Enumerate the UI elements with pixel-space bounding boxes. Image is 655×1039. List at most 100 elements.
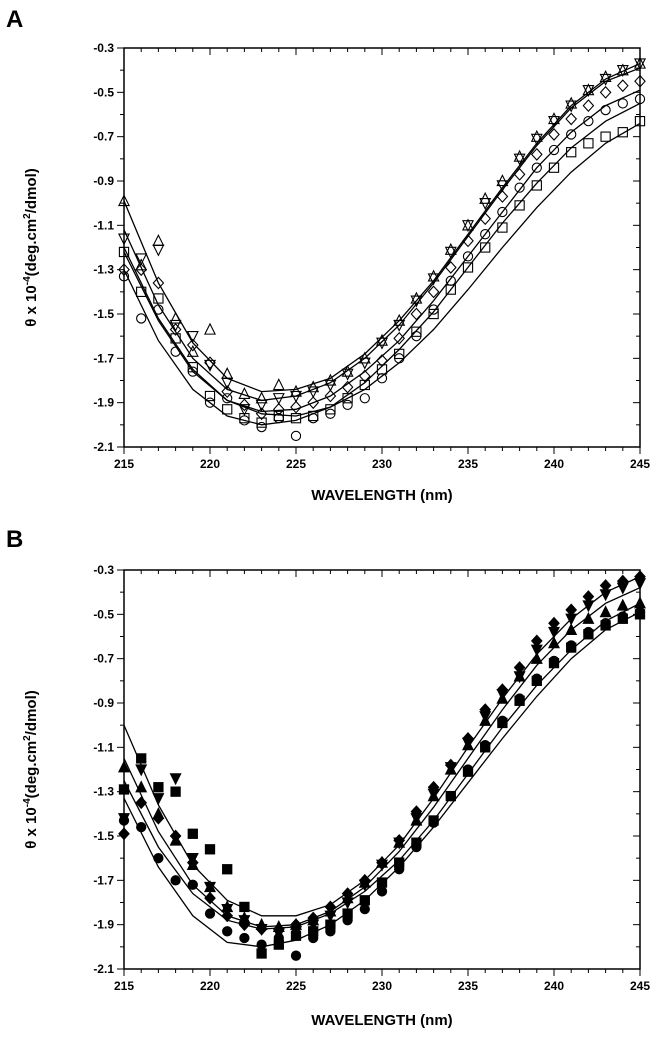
data-point-square [359, 895, 370, 906]
series-diamond [118, 74, 646, 421]
data-point-circle [256, 939, 267, 950]
data-point-diamond [599, 579, 612, 592]
data-point-triangle-down [169, 773, 182, 786]
data-point-square [359, 379, 370, 391]
data-point-square [445, 284, 456, 295]
data-point-triangle-down [255, 399, 268, 412]
data-point-diamond [221, 385, 234, 399]
data-point-triangle-down [341, 368, 354, 381]
y-tick-label: -1.5 [93, 307, 114, 321]
data-point-square [170, 333, 181, 344]
data-point-triangle-down [186, 331, 199, 343]
data-point-diamond [634, 74, 646, 88]
data-point-triangle-down [135, 253, 148, 266]
data-point-triangle-up [376, 333, 388, 346]
data-point-circle [359, 393, 370, 404]
data-point-triangle-up [118, 194, 130, 207]
data-point-diamond [358, 873, 371, 887]
data-point-triangle-down [616, 65, 629, 77]
data-point-circle [600, 104, 611, 116]
data-point-diamond [565, 603, 578, 617]
data-point-diamond [135, 263, 148, 277]
y-tick-label: -1.1 [93, 218, 114, 232]
data-point-triangle-down [135, 764, 148, 777]
data-point-square [222, 404, 233, 415]
data-point-circle [136, 313, 147, 324]
data-point-triangle-up [565, 96, 578, 109]
data-point-triangle-up [186, 344, 199, 357]
data-point-diamond [118, 263, 130, 277]
data-point-diamond [186, 338, 199, 352]
data-point-triangle-down [118, 233, 130, 246]
data-point-square [290, 413, 302, 424]
series-circle [118, 93, 646, 442]
data-point-square [428, 815, 439, 826]
data-point-square [239, 901, 250, 913]
data-point-square [187, 362, 198, 373]
data-point-square [480, 242, 491, 253]
y-tick-label: -1.7 [93, 351, 114, 365]
data-point-diamond [427, 285, 440, 299]
data-point-triangle-down [496, 180, 509, 193]
data-point-square [428, 308, 439, 320]
data-point-diamond [410, 805, 423, 819]
x-tick-label: 225 [286, 979, 306, 993]
data-point-square [153, 782, 164, 793]
data-point-square [411, 837, 422, 848]
x-tick-label: 245 [630, 979, 650, 993]
data-point-triangle-up [152, 234, 165, 246]
data-point-triangle-up [599, 69, 612, 82]
fit-curve [123, 122, 641, 417]
data-point-diamond [341, 380, 354, 394]
data-point-square [136, 286, 147, 297]
panel-label-a: A [6, 6, 24, 33]
data-point-square [256, 417, 267, 428]
data-point-triangle-down [530, 133, 543, 146]
y-tick-label: -0.5 [93, 607, 114, 621]
data-point-diamond [376, 354, 388, 367]
data-point-triangle-down [221, 377, 234, 390]
data-point-diamond [634, 570, 646, 584]
data-point-square [548, 657, 560, 669]
x-tick-label: 245 [630, 457, 650, 471]
data-point-triangle-up [169, 311, 182, 324]
data-point-square [583, 629, 594, 640]
data-point-square [187, 828, 198, 839]
data-point-square [617, 613, 628, 624]
data-point-circle [170, 875, 181, 886]
series-triangle-up [118, 56, 646, 404]
data-point-square [204, 390, 216, 402]
data-point-triangle-down [634, 58, 646, 71]
data-point-circle [204, 908, 216, 919]
data-point-triangle-down [410, 295, 423, 308]
data-point-triangle-up [410, 291, 423, 304]
data-point-triangle-down [599, 73, 612, 86]
data-point-triangle-up [616, 598, 629, 611]
y-tick-label: -1.3 [93, 785, 114, 799]
data-point-diamond [582, 590, 595, 604]
data-point-triangle-down [393, 319, 406, 332]
data-point-diamond [290, 400, 302, 414]
data-point-circle [376, 886, 388, 897]
y-tick-label: -1.5 [93, 829, 114, 843]
data-point-triangle-up [634, 596, 646, 609]
y-tick-label: -0.5 [93, 85, 114, 99]
data-point-square [376, 877, 388, 888]
fit-curve [123, 67, 641, 402]
data-point-diamond [307, 396, 320, 410]
data-point-circle [462, 251, 474, 262]
data-point-triangle-down [152, 793, 165, 806]
data-point-diamond [616, 574, 629, 588]
data-point-square [445, 790, 456, 802]
data-point-diamond [444, 261, 457, 274]
data-point-square [497, 222, 508, 233]
data-point-triangle-down [307, 386, 320, 399]
data-point-circle [136, 821, 147, 833]
data-point-diamond [255, 407, 268, 421]
data-point-triangle-up [548, 112, 560, 125]
data-point-square [136, 753, 147, 764]
data-point-square [239, 413, 250, 424]
data-point-diamond [496, 190, 509, 203]
data-point-diamond [582, 99, 595, 113]
data-point-circle [634, 93, 646, 105]
